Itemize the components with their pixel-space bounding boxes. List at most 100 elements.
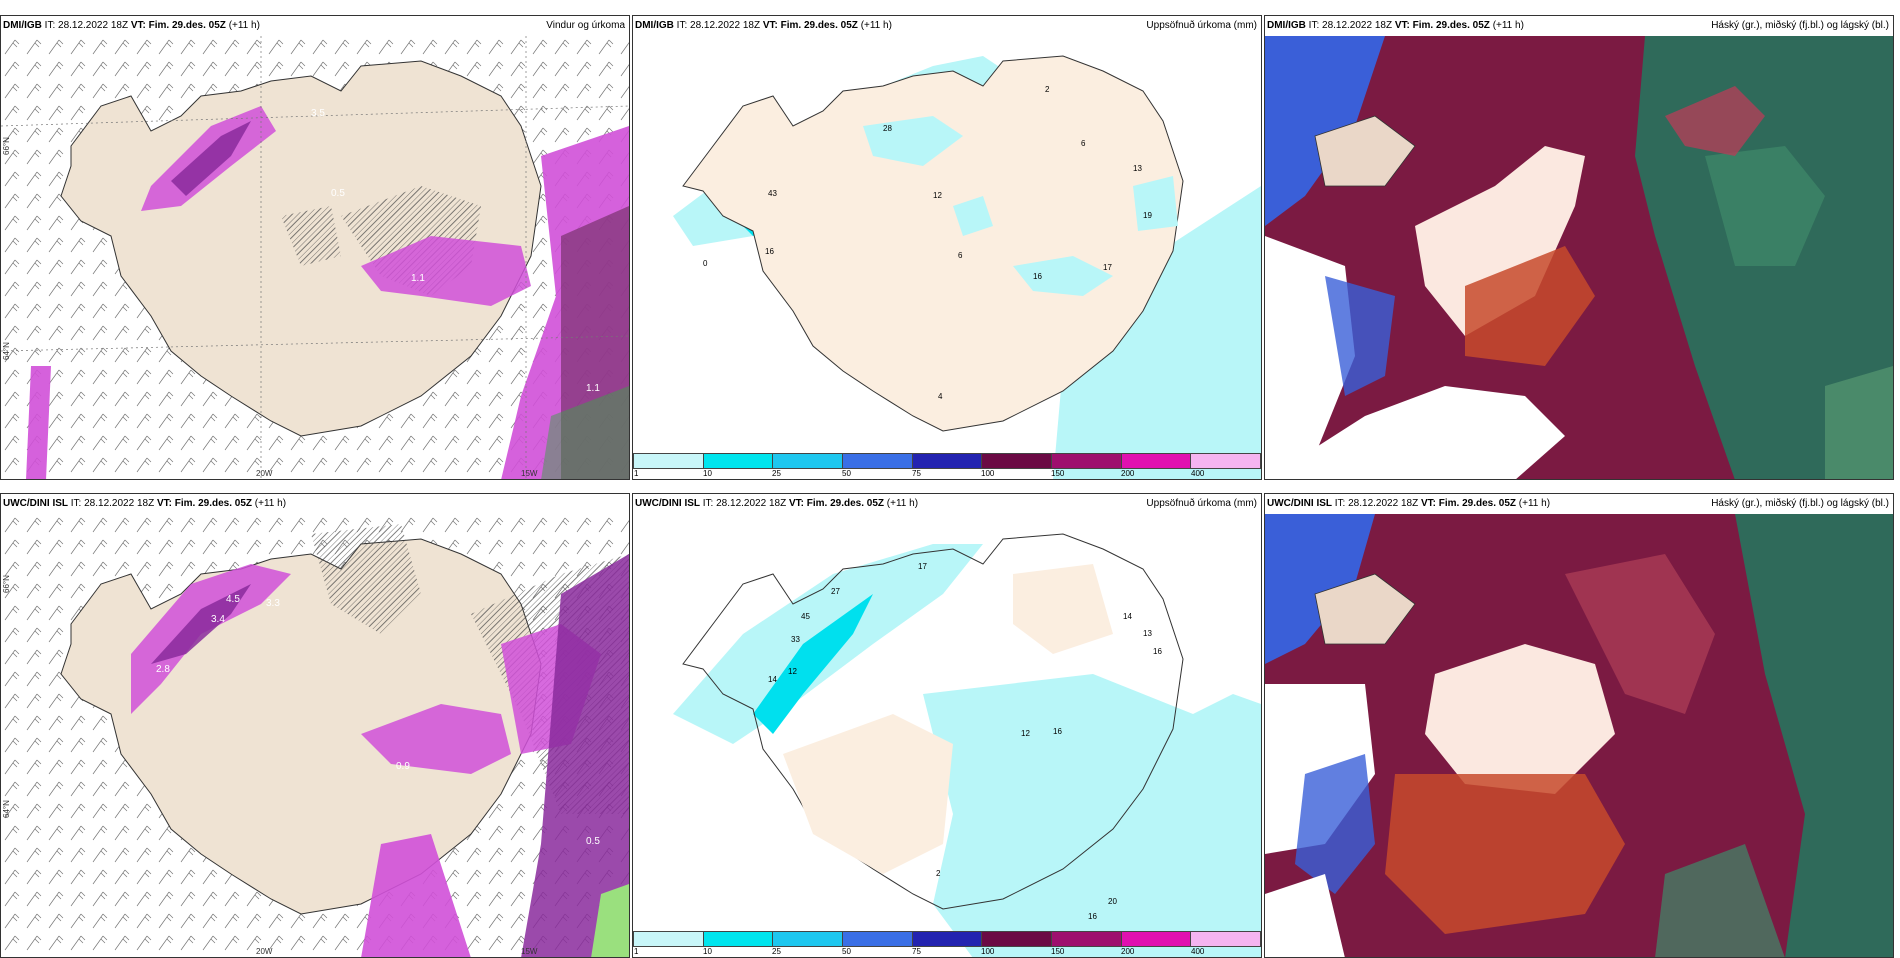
precip-value-label: 16 — [1033, 272, 1042, 281]
lead-time: (+11 h) — [886, 498, 919, 509]
colorbar-tick: 1 — [634, 947, 639, 956]
panel-header: UWC/DINI ISL IT: 28.12.2022 18Z VT: Fim.… — [1, 494, 629, 514]
precip-value-label: 16 — [765, 247, 774, 256]
precip-value-label: 28 — [883, 124, 892, 133]
precip-colorbar: 1 10 25 50 75 100 150 200 400 — [633, 929, 1261, 957]
panel-uwc-wind: UWC/DINI ISL IT: 28.12.2022 18Z VT: Fim.… — [0, 493, 630, 958]
precip-value-label: 16 — [1053, 727, 1062, 736]
colorbar-tick: 100 — [981, 947, 995, 956]
precip-value-label: 14 — [1123, 612, 1132, 621]
model-name: UWC/DINI ISL — [1267, 498, 1332, 509]
wind-value-label: 1.1 — [586, 383, 600, 394]
lead-time: (+11 h) — [228, 20, 260, 31]
valid-time: VT: Fim. 29.des. 05Z — [156, 498, 253, 509]
precip-value-label: 12 — [933, 191, 942, 200]
cloud-map — [1265, 514, 1893, 957]
wind-value-label: 0.5 — [586, 836, 600, 847]
wind-value-label: 4.5 — [226, 594, 240, 605]
precip-value-label: 12 — [788, 667, 797, 676]
precip-value-label: 27 — [831, 587, 840, 596]
colorbar-tick: 75 — [912, 947, 921, 956]
panel-header: UWC/DINI ISL IT: 28.12.2022 18Z VT: Fim.… — [633, 494, 1261, 514]
wind-value-label: 2.8 — [156, 664, 170, 675]
lon-label: 15W — [521, 469, 538, 478]
wind-value-label: 1.1 — [411, 273, 425, 284]
precip-value-label: 6 — [1081, 139, 1086, 148]
wind-value-label: 3.3 — [266, 598, 280, 609]
colorbar-tick: 10 — [703, 469, 712, 478]
panel-title: Háský (gr.), miðský (fj.bl.) og lágský (… — [1711, 20, 1889, 31]
precip-value-label: 0 — [703, 259, 708, 268]
precip-map: 45 33 27 17 12 14 12 16 13 16 14 20 16 2 — [633, 514, 1261, 957]
panel-header: DMI/IGB IT: 28.12.2022 18Z VT: Fim. 29.d… — [1265, 16, 1893, 36]
colorbar-tick: 75 — [912, 469, 921, 478]
colorbar-tick: 200 — [1121, 469, 1135, 478]
lat-label: 66°N — [2, 575, 11, 593]
precip-value-label: 45 — [801, 612, 810, 621]
colorbar-swatches — [633, 453, 1261, 469]
precip-value-label: 4 — [938, 392, 943, 401]
precip-value-label: 16 — [1088, 912, 1097, 921]
precip-value-label: 33 — [791, 635, 800, 644]
init-time: IT: 28.12.2022 18Z — [44, 20, 129, 31]
model-name: UWC/DINI ISL — [3, 498, 68, 509]
cloud-map — [1265, 36, 1893, 479]
model-name: DMI/IGB — [635, 20, 674, 31]
lat-label: 64°N — [2, 342, 11, 360]
lon-label: 20W — [256, 469, 273, 478]
precip-value-label: 43 — [768, 189, 777, 198]
colorbar-tick: 1 — [634, 469, 639, 478]
panel-header: UWC/DINI ISL IT: 28.12.2022 18Z VT: Fim.… — [1265, 494, 1893, 514]
model-name: UWC/DINI ISL — [635, 498, 700, 509]
colorbar-tick: 200 — [1121, 947, 1135, 956]
wind-value-label: 0.9 — [396, 761, 410, 772]
lat-label: 64°N — [2, 800, 11, 818]
lat-label: 66°N — [2, 137, 11, 155]
valid-time: VT: Fim. 29.des. 05Z — [1420, 498, 1517, 509]
precip-value-label: 2 — [1045, 85, 1050, 94]
lead-time: (+11 h) — [254, 498, 287, 509]
init-time: IT: 28.12.2022 18Z — [1308, 20, 1393, 31]
lead-time: (+11 h) — [1518, 498, 1551, 509]
panel-title: Vindur og úrkoma — [546, 20, 625, 31]
iceland-land — [682, 55, 1184, 432]
lead-time: (+11 h) — [1492, 20, 1524, 31]
valid-time: VT: Fim. 29.des. 05Z — [1394, 20, 1490, 31]
panel-dmi-wind: DMI/IGB IT: 28.12.2022 18Z VT: Fim. 29.d… — [0, 15, 630, 480]
iceland-land — [682, 533, 1184, 910]
panel-uwc-cloud: UWC/DINI ISL IT: 28.12.2022 18Z VT: Fim.… — [1264, 493, 1894, 958]
valid-time: VT: Fim. 29.des. 05Z — [788, 498, 885, 509]
lead-time: (+11 h) — [860, 20, 892, 31]
panel-header: DMI/IGB IT: 28.12.2022 18Z VT: Fim. 29.d… — [1, 16, 629, 36]
colorbar-tick: 150 — [1051, 469, 1065, 478]
colorbar-swatches — [633, 931, 1261, 947]
wind-map: 4.5 3.3 3.4 2.8 0.9 0.5 20W 15W 66°N 64°… — [1, 514, 629, 957]
lon-label: 20W — [256, 947, 273, 956]
init-time: IT: 28.12.2022 18Z — [1334, 498, 1419, 509]
colorbar-tick: 100 — [981, 469, 995, 478]
precip-value-label: 12 — [1021, 729, 1030, 738]
wind-map: 3.5 1.1 0.5 1.1 20W 15W 66°N 64°N — [1, 36, 629, 479]
precip-value-label: 20 — [1108, 897, 1117, 906]
colorbar-tick: 50 — [842, 469, 851, 478]
wind-value-label: 3.5 — [311, 108, 325, 119]
precip-value-label: 17 — [918, 562, 927, 571]
colorbar-tick: 25 — [772, 469, 781, 478]
wind-value-label: 0.5 — [331, 188, 345, 199]
colorbar-tick: 400 — [1191, 469, 1205, 478]
colorbar-tick: 10 — [703, 947, 712, 956]
init-time: IT: 28.12.2022 18Z — [702, 498, 787, 509]
colorbar-tick: 400 — [1191, 947, 1205, 956]
model-name: DMI/IGB — [3, 20, 42, 31]
precip-colorbar: 1 10 25 50 75 100 150 200 400 — [633, 451, 1261, 479]
wind-value-label: 3.4 — [211, 614, 225, 625]
panel-dmi-precip: DMI/IGB IT: 28.12.2022 18Z VT: Fim. 29.d… — [632, 15, 1262, 480]
panel-header: DMI/IGB IT: 28.12.2022 18Z VT: Fim. 29.d… — [633, 16, 1261, 36]
valid-time: VT: Fim. 29.des. 05Z — [762, 20, 858, 31]
lon-label: 15W — [521, 947, 538, 956]
panel-title: Uppsöfnuð úrkoma (mm) — [1146, 20, 1257, 31]
valid-time: VT: Fim. 29.des. 05Z — [130, 20, 226, 31]
precip-value-label: 13 — [1133, 164, 1142, 173]
colorbar-tick: 25 — [772, 947, 781, 956]
panel-title: Uppsöfnuð úrkoma (mm) — [1146, 498, 1257, 509]
